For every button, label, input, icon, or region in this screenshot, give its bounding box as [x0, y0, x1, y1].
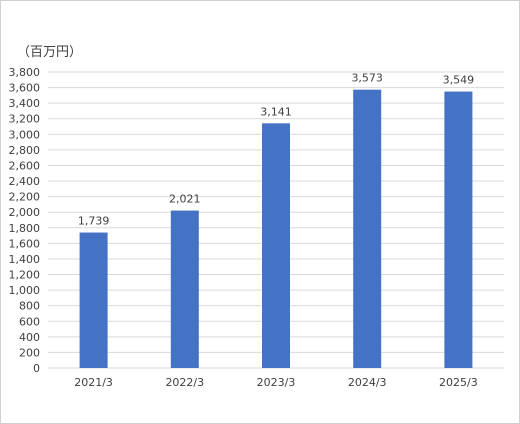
y-tick-label: 800: [19, 300, 40, 313]
y-tick-label: 1,400: [9, 253, 41, 266]
y-tick-label: 1,200: [9, 269, 41, 282]
y-tick-label: 3,600: [9, 82, 41, 95]
bar-value-label: 2,021: [169, 193, 201, 206]
y-tick-label: 2,000: [9, 206, 41, 219]
bar: [353, 89, 382, 369]
bar: [444, 91, 473, 369]
bar: [262, 123, 290, 368]
y-tick-label: 3,000: [9, 128, 41, 141]
bar-value-label: 1,739: [78, 215, 110, 228]
bar: [79, 232, 108, 368]
y-tick-label: 2,600: [9, 159, 41, 172]
y-tick-label: 2,400: [9, 175, 41, 188]
bar-value-label: 3,549: [443, 74, 475, 87]
x-tick-label: 2024/3: [348, 376, 387, 389]
y-tick-label: 3,800: [9, 66, 41, 79]
y-tick-label: 1,800: [9, 222, 41, 235]
y-tick-label: 0: [33, 362, 40, 375]
x-tick-label: 2021/3: [74, 376, 113, 389]
y-axis-unit-label: （百万円）: [17, 45, 83, 60]
x-tick-label: 2022/3: [165, 376, 204, 389]
y-tick-label: 3,200: [9, 113, 41, 126]
y-tick-label: 400: [19, 331, 40, 344]
bar-value-label: 3,573: [351, 72, 383, 85]
y-tick-label: 2,200: [9, 191, 41, 204]
y-tick-label: 600: [19, 315, 40, 328]
x-tick-label: 2023/3: [257, 376, 296, 389]
y-tick-label: 200: [19, 346, 40, 359]
x-tick-label: 2025/3: [439, 376, 478, 389]
bar-value-label: 3,141: [260, 105, 292, 118]
y-tick-label: 3,400: [9, 97, 41, 110]
y-tick-label: 1,000: [9, 284, 41, 297]
bar: [170, 210, 199, 368]
y-tick-label: 1,600: [9, 237, 41, 250]
y-tick-label: 2,800: [9, 144, 41, 157]
